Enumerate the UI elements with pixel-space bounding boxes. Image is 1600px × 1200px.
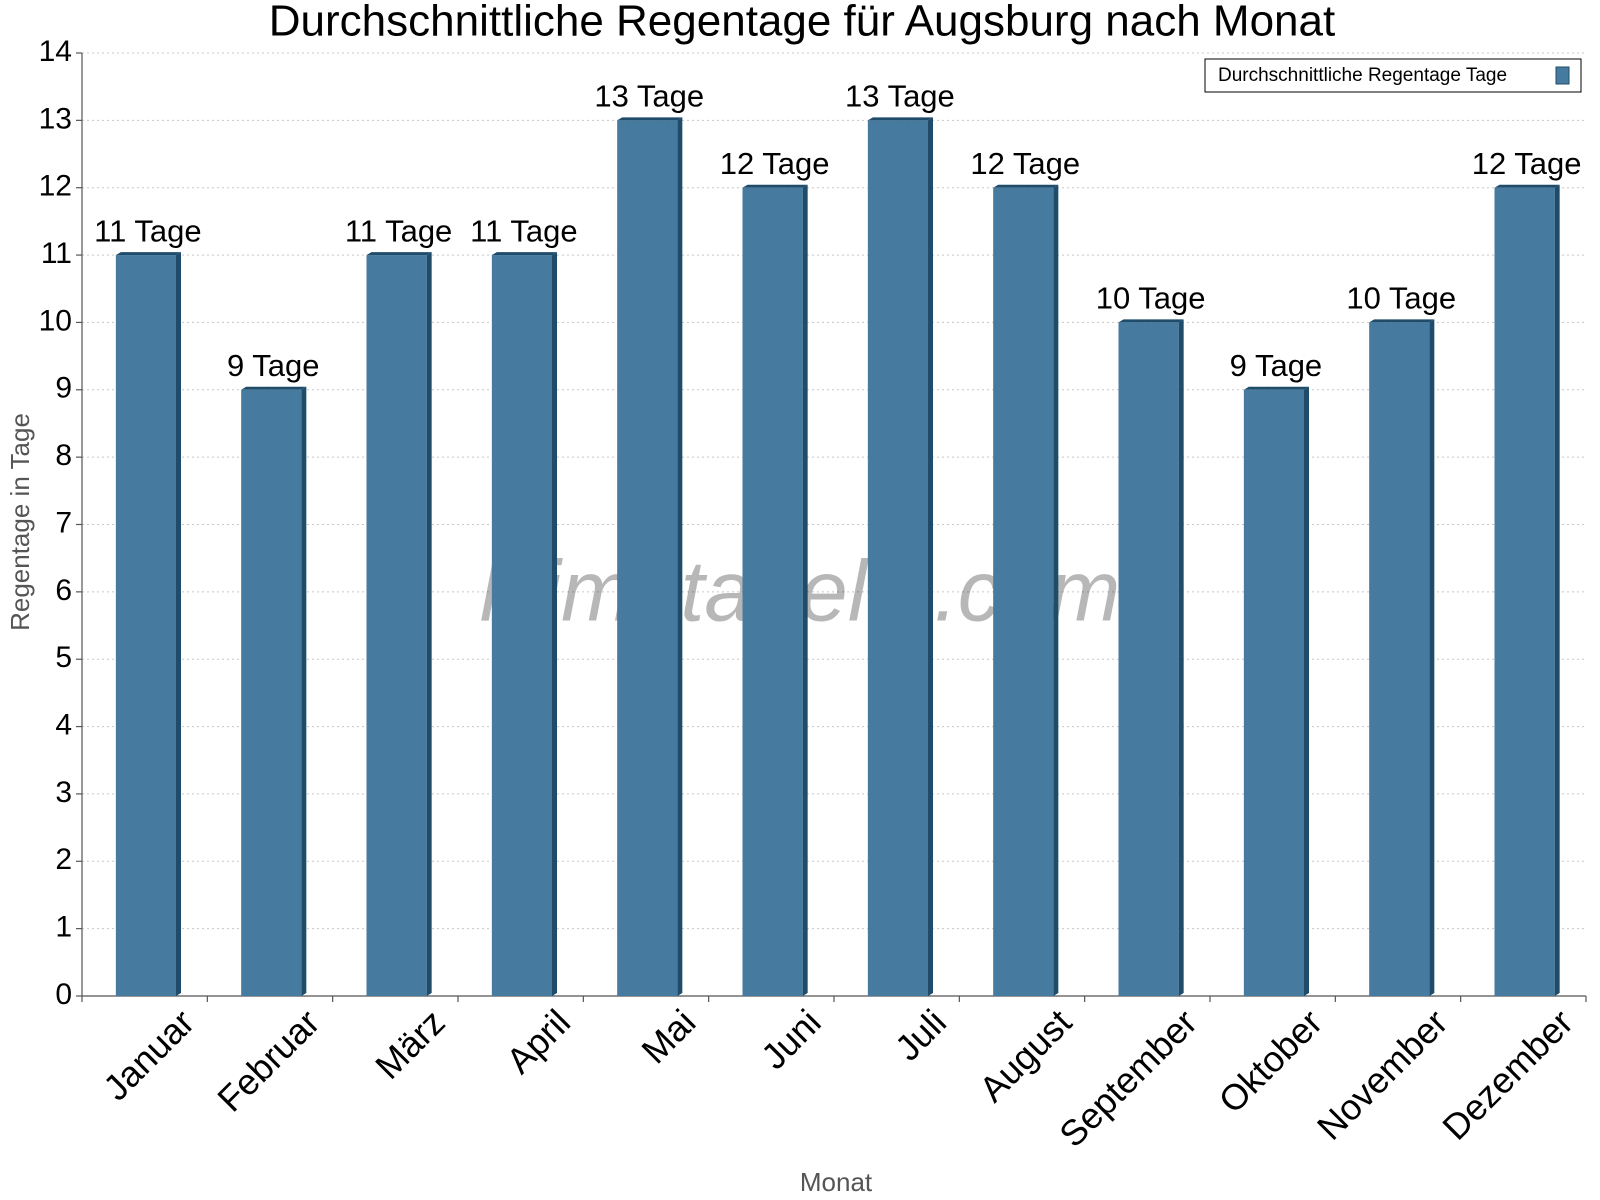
value-label: 11 Tage [470,213,577,248]
value-label: 13 Tage [594,79,704,114]
value-label: 10 Tage [1096,281,1206,316]
bar-top [491,252,557,256]
bar-top [1118,319,1184,323]
x-tick-label: Februar [209,1001,327,1119]
value-label: 12 Tage [1472,146,1582,181]
bar-group [1369,319,1435,996]
value-label: 13 Tage [845,79,955,114]
value-label: 12 Tage [970,146,1080,181]
x-tick-label: Januar [95,1001,202,1108]
x-axis-label: Monat [800,1167,873,1197]
bar-group [617,117,683,997]
bar [115,255,176,997]
bar-top [742,184,808,188]
y-tick-label: 0 [55,978,72,1011]
value-label: 11 Tage [345,213,452,248]
legend-label: Durchschnittliche Regentage Tage [1218,65,1507,86]
bar-top [617,117,683,121]
bar [366,255,427,997]
y-tick-label: 5 [55,641,72,674]
bar-group [1494,184,1560,996]
bar [1494,187,1555,996]
bar-side [1554,184,1560,996]
x-tick-label: August [971,1001,1079,1109]
bar-side [1304,386,1309,996]
bar [742,187,803,996]
bar-group [742,184,808,996]
value-label: 11 Tage [94,213,201,248]
value-label: 9 Tage [227,348,320,383]
y-tick-label: 9 [55,372,72,405]
y-tick-label: 6 [55,574,72,607]
y-tick-label: 11 [41,237,72,270]
bar-top [993,184,1059,188]
x-tick-label: Juni [753,1001,829,1077]
y-tick-label: 14 [39,35,72,68]
bar-group [993,184,1059,996]
bar [1243,389,1304,996]
bar [617,120,678,997]
bar-top [241,386,307,390]
x-tick-label: April [498,1001,578,1081]
value-label: 10 Tage [1346,281,1456,316]
bar-side [1429,319,1435,996]
y-tick-label: 1 [55,911,72,944]
x-tick-label: Oktober [1211,1001,1331,1121]
bar [241,389,302,996]
y-tick-label: 2 [55,843,72,876]
bar [1369,322,1430,996]
value-label: 9 Tage [1230,348,1323,383]
y-tick-label: 13 [39,102,72,135]
x-tick-label: Juli [887,1001,954,1068]
x-tick-label: November [1309,1001,1455,1147]
bar-top [1243,386,1309,390]
bar-side [802,184,808,996]
bar-group [491,252,557,997]
y-tick-label: 7 [55,506,72,539]
x-tick-label: September [1051,1001,1205,1155]
x-tick-label: Dezember [1434,1001,1580,1147]
bar-top [867,117,933,121]
bar-side [552,252,557,997]
bar-group [366,252,432,997]
bar-top [1494,184,1560,188]
bar-side [1178,319,1184,996]
bar-top [1369,319,1435,323]
y-tick-label: 8 [55,439,72,472]
value-label: 12 Tage [720,146,830,181]
bar-side [426,252,432,997]
x-tick-label: März [367,1001,453,1087]
bar-top [115,252,181,256]
y-tick-label: 4 [55,708,72,741]
y-tick-label: 10 [39,304,72,337]
legend-swatch [1555,66,1570,85]
bar-group [1118,319,1184,996]
y-tick-label: 12 [39,170,72,203]
bar-top [366,252,432,256]
bar-side [928,117,933,997]
bar-group [115,252,181,997]
bar-group [1243,386,1309,996]
bar-side [176,252,181,997]
x-tick-label: Mai [633,1001,703,1071]
bar [1118,322,1179,996]
bar-side [677,117,683,997]
y-tick-label: 3 [55,776,72,809]
bar-group [867,117,933,997]
bar-side [1053,184,1059,996]
y-axis-label: Regentage in Tage [5,413,35,631]
legend-box [1204,58,1582,93]
bar [867,120,928,997]
bar [491,255,552,997]
chart-title: Durchschnittliche Regentage für Augsburg… [269,0,1335,46]
bar-group [241,386,307,996]
bar-side [301,386,307,996]
bar [993,187,1054,996]
